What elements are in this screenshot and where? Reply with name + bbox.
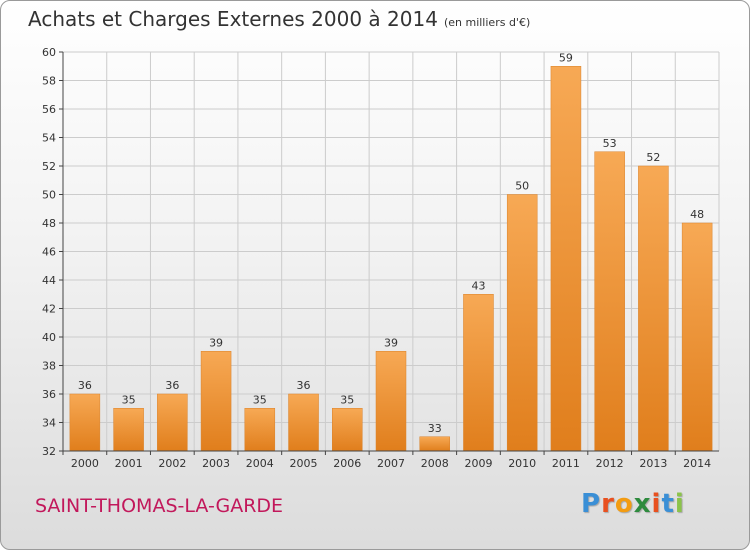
y-tick-label: 34 [42, 417, 56, 430]
data-label: 39 [209, 336, 223, 349]
logo-letter: r [601, 489, 615, 519]
x-tick-label: 2000 [71, 457, 99, 470]
bar-2005 [288, 393, 319, 452]
data-label: 35 [340, 393, 354, 406]
y-tick-label: 44 [42, 274, 56, 287]
data-label: 36 [78, 379, 92, 392]
commune-name: SAINT-THOMAS-LA-GARDE [35, 495, 284, 517]
bar-2012 [594, 151, 625, 452]
data-label: 43 [471, 279, 485, 292]
bar-2014 [681, 222, 713, 452]
x-tick-label: 2010 [508, 457, 536, 470]
bars: 36 35 36 39 35 36 35 39 33 43 50 59 53 52 48 [69, 51, 713, 452]
x-tick-label: 2006 [333, 457, 361, 470]
chart-title: Achats et Charges Externes 2000 à 2014 (e… [28, 7, 530, 31]
logo-letter: P [581, 489, 602, 519]
x-tick-label: 2009 [464, 457, 492, 470]
bar-2002 [157, 393, 188, 452]
data-label: 53 [603, 137, 617, 150]
chart-title-text: Achats et Charges Externes 2000 à 2014 [28, 7, 438, 31]
x-tick-label: 2011 [552, 457, 580, 470]
x-tick-label: 2013 [639, 457, 667, 470]
x-tick-label: 2007 [377, 457, 405, 470]
data-label: 35 [253, 393, 267, 406]
x-tick-label: 2005 [290, 457, 318, 470]
logo-letter: i [674, 489, 685, 519]
x-tick-label: 2003 [202, 457, 230, 470]
bar-2007 [375, 351, 407, 452]
data-label: 50 [515, 180, 529, 193]
y-tick-label: 56 [42, 103, 56, 116]
bar-2004 [244, 408, 276, 452]
logo-letter: x [633, 489, 652, 519]
bar-2008 [419, 436, 450, 452]
bar-2009 [463, 294, 494, 452]
data-label: 48 [690, 208, 704, 221]
y-tick-label: 52 [42, 160, 56, 173]
proxiti-logo: Proxiti [581, 489, 685, 519]
y-tick-label: 54 [42, 132, 56, 145]
x-tick-label: 2012 [596, 457, 624, 470]
x-tick-label: 2014 [683, 457, 711, 470]
x-tick-label: 2001 [115, 457, 143, 470]
x-tick-label: 2002 [158, 457, 186, 470]
bar-2000 [69, 393, 101, 452]
x-tick-label: 2004 [246, 457, 274, 470]
y-tick-label: 36 [42, 388, 56, 401]
logo-letter: t [661, 489, 675, 519]
y-tick-label: 58 [42, 75, 56, 88]
data-label: 59 [559, 51, 573, 64]
data-label: 36 [297, 379, 311, 392]
data-label: 52 [646, 151, 660, 164]
bar-2010 [506, 194, 538, 452]
data-label: 35 [122, 393, 136, 406]
y-tick-label: 38 [42, 360, 56, 373]
y-tick-label: 50 [42, 189, 56, 202]
y-tick-label: 42 [42, 303, 56, 316]
data-label: 36 [165, 379, 179, 392]
y-tick-label: 40 [42, 331, 56, 344]
chart-unit: (en milliers d'€) [443, 16, 531, 29]
bar-2013 [638, 165, 669, 452]
bar-2006 [332, 408, 363, 452]
y-tick-label: 60 [42, 46, 56, 59]
bar-2003 [200, 351, 232, 452]
data-label: 39 [384, 336, 398, 349]
x-tick-label: 2008 [421, 457, 449, 470]
logo-letter: i [651, 489, 662, 519]
axes: 32 34 36 38 40 42 44 46 48 50 52 54 56 58 60 2000 2001 20… [42, 46, 719, 470]
bar-2011 [550, 66, 582, 452]
logo-letter: o [614, 489, 634, 519]
y-tick-label: 48 [42, 217, 56, 230]
y-tick-label: 46 [42, 246, 56, 259]
y-tick-label: 32 [42, 445, 56, 458]
bar-2001 [113, 408, 144, 452]
data-label: 33 [428, 422, 442, 435]
